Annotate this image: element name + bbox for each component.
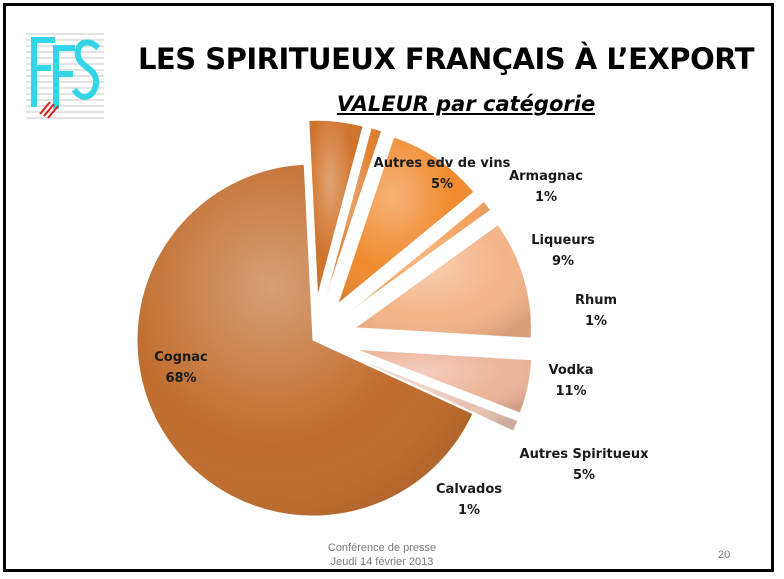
slice-percent: 1% bbox=[585, 314, 607, 329]
slice-percent: 68% bbox=[165, 371, 196, 386]
slice-label: Armagnac bbox=[509, 169, 583, 184]
ffs-logo bbox=[26, 33, 104, 119]
slice-label: Calvados bbox=[436, 482, 502, 497]
slice-label: Autres edv de vins bbox=[374, 156, 511, 171]
slide-title: LES SPIRITUEUX FRANÇAIS À L’EXPORT bbox=[137, 42, 755, 76]
slice-percent: 5% bbox=[431, 177, 453, 192]
slice-percent: 9% bbox=[552, 254, 574, 269]
pie-chart: Cognac 68% Autres edv de vins 5% Armagnac 1% L… bbox=[136, 119, 650, 518]
slide: LES SPIRITUEUX FRANÇAIS À L’EXPORT VALEU… bbox=[3, 3, 774, 572]
pie-slice-shine bbox=[337, 136, 474, 304]
pie-slice-shine bbox=[347, 201, 491, 314]
slice-label: Autres Spiritueux bbox=[520, 447, 650, 462]
footer-line-1: Conférence de presse bbox=[327, 542, 437, 554]
footer: Conférence de presse Jeudi 14 février 20… bbox=[302, 541, 462, 569]
slice-label: Liqueurs bbox=[531, 233, 595, 248]
slice-label: Rhum bbox=[575, 293, 617, 308]
slice-percent: 11% bbox=[555, 384, 586, 399]
pie-slice-shine bbox=[353, 357, 518, 431]
slide-subtitle: VALEUR par catégorie bbox=[336, 92, 596, 116]
slice-label: Cognac bbox=[154, 350, 208, 365]
pie-slice-shine bbox=[308, 120, 364, 297]
slice-percent: 1% bbox=[458, 503, 480, 518]
pie-slice-shine bbox=[355, 224, 532, 339]
slice-percent: 5% bbox=[573, 468, 595, 483]
pie-slice-shine bbox=[325, 127, 382, 298]
footer-line-2: Jeudi 14 février 2013 bbox=[330, 556, 434, 568]
pie-slice-shine bbox=[355, 349, 532, 413]
slice-percent: 1% bbox=[535, 190, 557, 205]
page-number: 20 bbox=[718, 549, 731, 561]
slice-label: Vodka bbox=[548, 363, 593, 378]
pie-slice-shine bbox=[137, 164, 473, 517]
